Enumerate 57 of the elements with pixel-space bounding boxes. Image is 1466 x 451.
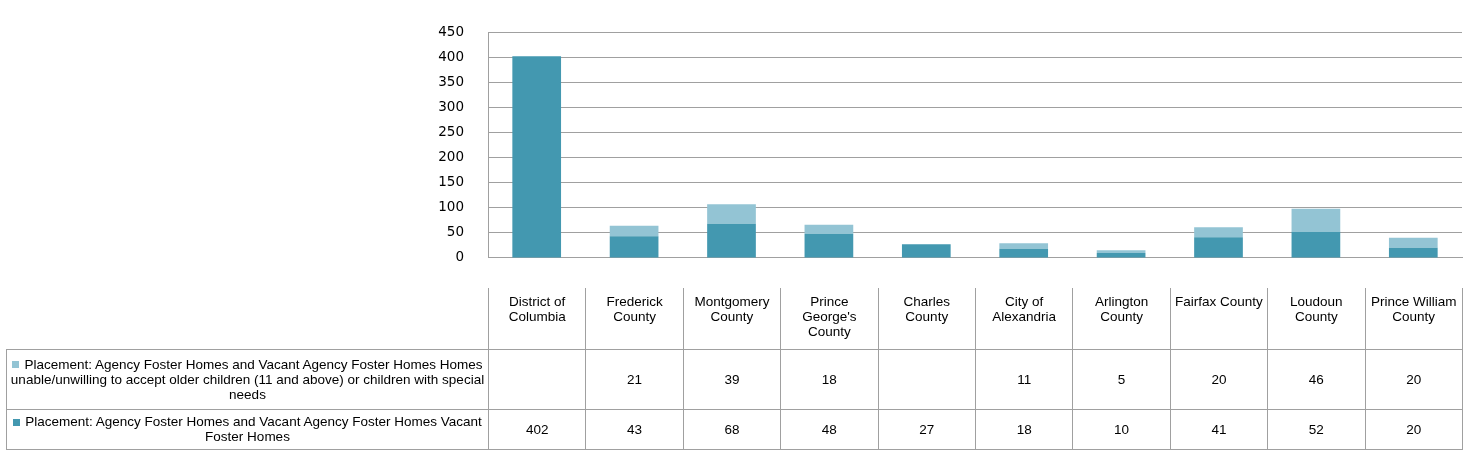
- bar: [609, 236, 659, 258]
- legend-label: Placement: Agency Foster Homes and Vacant Agency Foster Homes Vacant Foster Homes: [6, 409, 489, 449]
- data-label: 48: [780, 409, 879, 449]
- data-label: 20: [1170, 349, 1268, 409]
- data-label: 46: [1267, 349, 1366, 409]
- data-label: 20: [1365, 409, 1463, 449]
- y-tick-label: 450: [438, 22, 464, 39]
- bar: [707, 223, 756, 258]
- data-label: 41: [1170, 409, 1268, 449]
- y-tick-label: 50: [446, 223, 464, 240]
- y-tick-label: 250: [438, 122, 464, 139]
- x-tick-label: Arlington County: [1072, 288, 1171, 349]
- y-tick-label: 400: [438, 47, 464, 64]
- data-label: 11: [975, 349, 1073, 409]
- bar: [901, 244, 951, 258]
- data-label: 68: [683, 409, 781, 449]
- bar: [804, 224, 854, 234]
- legend-label: Placement: Agency Foster Homes and Vacant Agency Foster Homes Homes unable/unwilling to accept older children (11 and above) or children with special needs: [6, 349, 489, 409]
- bar: [999, 243, 1049, 249]
- y-tick-label: 0: [455, 248, 464, 265]
- x-tick-label: Fairfax County: [1170, 288, 1268, 349]
- x-tick-label: District of Columbia: [488, 288, 586, 349]
- x-tick-label: City of Alexandria: [975, 288, 1073, 349]
- y-tick-label: 200: [438, 148, 464, 165]
- bar: [609, 225, 659, 237]
- bar: [1194, 227, 1243, 238]
- data-label: 402: [488, 409, 586, 449]
- data-label: 52: [1267, 409, 1366, 449]
- data-label: 39: [683, 349, 781, 409]
- bar: [1291, 231, 1341, 258]
- data-label: 20: [1365, 349, 1463, 409]
- bar: [804, 233, 854, 258]
- data-label: 27: [878, 409, 976, 449]
- x-tick-label: Prince George's County: [780, 288, 879, 349]
- bar: [1291, 208, 1341, 232]
- x-tick-label: Charles County: [878, 288, 976, 349]
- bar: [707, 204, 756, 224]
- x-tick-label: Loudoun County: [1267, 288, 1366, 349]
- data-label: 18: [975, 409, 1073, 449]
- x-tick-label: Frederick County: [585, 288, 684, 349]
- y-tick-label: 350: [438, 72, 464, 89]
- data-label: 18: [780, 349, 879, 409]
- data-label: 10: [1072, 409, 1171, 449]
- bar: [999, 248, 1049, 258]
- y-tick-label: 100: [438, 198, 464, 215]
- x-tick-label: Montgomery County: [683, 288, 781, 349]
- data-label: 21: [585, 349, 684, 409]
- bar: [1388, 247, 1438, 258]
- bar: [512, 56, 562, 258]
- x-tick-label: Prince William County: [1365, 288, 1463, 349]
- data-label: 5: [1072, 349, 1171, 409]
- bar: [1096, 250, 1146, 253]
- y-tick-label: 300: [438, 97, 464, 114]
- y-tick-label: 150: [438, 173, 464, 190]
- bar: [1194, 237, 1243, 258]
- data-label: 43: [585, 409, 684, 449]
- bar: [1388, 237, 1438, 248]
